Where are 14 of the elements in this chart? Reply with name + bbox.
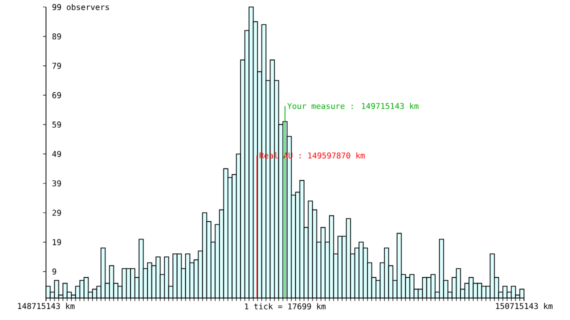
y-tick-label: 89	[52, 33, 61, 40]
y-tick-label: 29	[52, 210, 61, 216]
y-tick-label: 39	[52, 180, 61, 186]
y-tick-label: 99 observers	[52, 4, 109, 10]
y-tick-label: 9	[52, 268, 56, 275]
y-tick-label: 69	[52, 92, 61, 98]
ref-line-label: Your measure : 149715143 km	[287, 102, 418, 110]
y-tick-label: 19	[52, 239, 61, 246]
y-tick-label: 59	[52, 122, 61, 128]
y-tick-label: 79	[52, 62, 61, 69]
x-tick-label: 150715143 km	[496, 302, 553, 310]
y-tick-label: 49	[52, 150, 61, 157]
x-tick-label: 148715143 km	[18, 302, 75, 310]
text: 1 tick = 17699 km	[245, 303, 326, 310]
